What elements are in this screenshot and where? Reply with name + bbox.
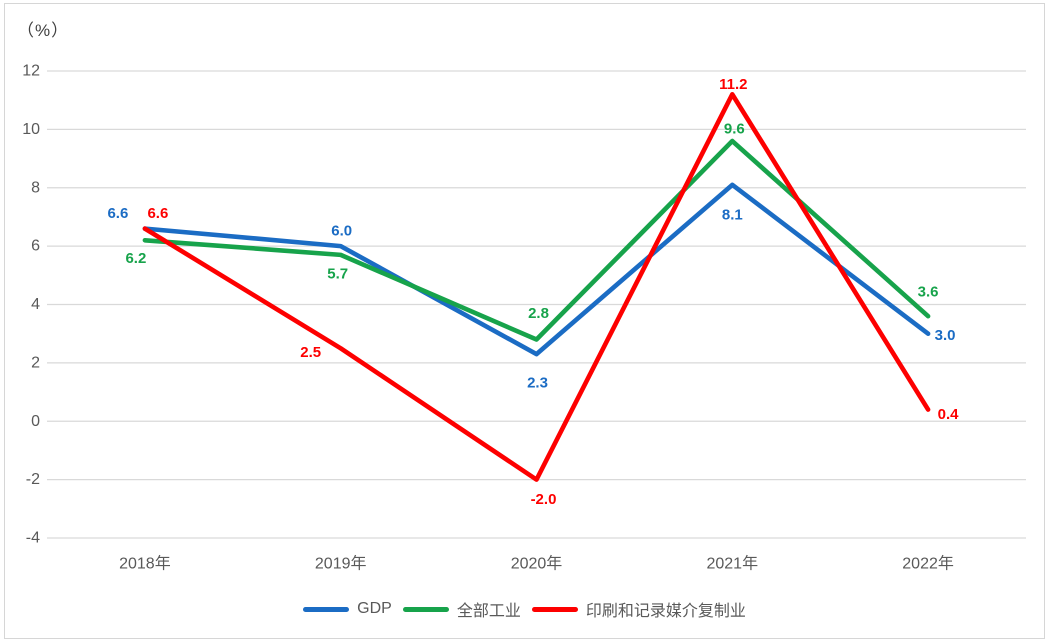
y-tick-label: 12 [22, 63, 40, 80]
y-axis-unit-label: （%） [17, 21, 70, 40]
data-label: 9.6 [724, 121, 745, 138]
data-label: 2.3 [527, 375, 548, 392]
y-tick-label: 2 [31, 354, 40, 371]
y-tick-label: 0 [31, 413, 40, 430]
data-label: 0.4 [938, 406, 960, 423]
data-label: 8.1 [722, 206, 743, 223]
y-tick-label: 8 [31, 179, 40, 196]
data-label: 3.0 [935, 327, 956, 344]
y-tick-label: 4 [31, 296, 40, 313]
data-label: 3.6 [918, 284, 939, 301]
x-tick-label: 2022年 [902, 555, 954, 573]
y-tick-label: -4 [26, 530, 40, 547]
data-label: 2.5 [300, 344, 321, 361]
data-label: -2.0 [531, 491, 557, 508]
y-tick-label: -2 [26, 471, 40, 488]
x-tick-label: 2021年 [706, 555, 758, 573]
legend-item: GDP [303, 600, 392, 618]
data-label: 6.2 [125, 250, 146, 267]
legend-item: 印刷和记录媒介复制业 [531, 597, 746, 621]
legend-label: 全部工业 [456, 603, 521, 620]
x-tick-label: 2018年 [119, 555, 171, 573]
y-tick-label: 10 [22, 121, 40, 138]
legend-swatch [402, 606, 449, 612]
legend-label: GDP [357, 600, 392, 617]
data-label: 6.0 [331, 223, 352, 240]
data-label: 6.6 [107, 205, 128, 222]
series-line-2 [142, 92, 931, 482]
legend-swatch [303, 606, 350, 612]
chart-legend: GDP 全部工业 印刷和记录媒介复制业 [0, 597, 1049, 621]
y-tick-label: 6 [31, 238, 40, 255]
legend-label: 印刷和记录媒介复制业 [585, 603, 746, 620]
legend-item: 全部工业 [402, 597, 521, 621]
x-tick-label: 2020年 [511, 555, 563, 573]
data-label: 11.2 [719, 76, 747, 93]
series-line-0 [142, 182, 931, 357]
data-label: 6.6 [147, 205, 168, 222]
legend-swatch [531, 606, 578, 612]
data-label: 2.8 [528, 305, 549, 322]
data-label: 5.7 [327, 265, 348, 282]
x-tick-label: 2019年 [315, 555, 367, 573]
